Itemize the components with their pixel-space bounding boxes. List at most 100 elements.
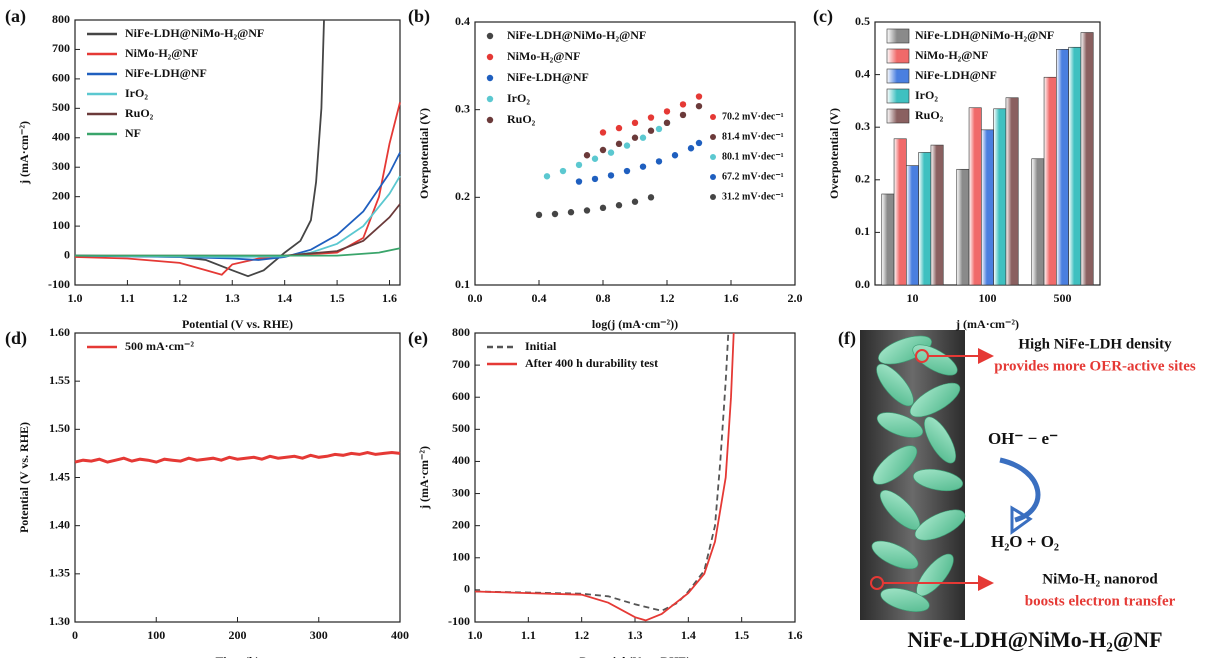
label: boosts electron transfer	[1025, 593, 1176, 609]
y-tick-label: 1.40	[49, 517, 70, 531]
point	[671, 152, 679, 159]
y-axis-title: j (mA·cm⁻²)	[417, 446, 431, 510]
x-tick-label: 2.0	[788, 291, 803, 305]
y-tick-label: 600	[452, 389, 470, 403]
legend-swatch	[886, 68, 910, 84]
point	[647, 114, 655, 121]
y-tick-label: 500	[452, 421, 470, 435]
annotation: 80.1 mV·dec⁻¹	[722, 151, 784, 162]
x-tick-label: 1.0	[468, 628, 483, 642]
legend-label: NiFe-LDH@NF	[125, 66, 207, 80]
annotation-dot	[710, 134, 716, 140]
x-tick-label: 0.0	[468, 291, 483, 305]
annotation-dot	[710, 194, 716, 200]
point	[535, 211, 543, 219]
y-tick-label: 300	[52, 159, 70, 173]
x-tick-label: 400	[391, 628, 409, 642]
plot-frame	[74, 332, 401, 623]
bar	[956, 168, 970, 286]
y-tick-label: 0.1	[455, 277, 470, 291]
legend-label: Initial	[525, 339, 557, 353]
bar	[968, 107, 982, 286]
legend-label: IrO₂	[125, 86, 148, 100]
legend-swatch	[486, 116, 494, 124]
bar	[906, 165, 919, 286]
bar	[918, 152, 932, 286]
y-tick-label: 800	[52, 12, 70, 26]
point	[615, 140, 623, 148]
point	[615, 124, 623, 132]
x-axis-title: Potential (V vs. RHE)	[182, 317, 293, 331]
y-tick-label: 500	[52, 100, 70, 114]
x-tick-label: 300	[310, 628, 328, 642]
x-tick-label: 1.5	[330, 291, 345, 305]
label: NiMo-H₂ nanorod	[1042, 571, 1158, 587]
point	[543, 173, 551, 180]
legend-label: NiFe-LDH@NiMo-H₂@NF	[507, 28, 646, 42]
x-tick-label: 1.3	[628, 628, 643, 642]
point	[599, 129, 607, 136]
series-line	[74, 450, 401, 464]
x-tick-label: 1.1	[120, 291, 135, 305]
x-tick-label: 1.0	[68, 291, 83, 305]
y-tick-label: 0.5	[855, 14, 870, 28]
x-tick-label: 0	[72, 628, 78, 642]
point	[663, 108, 671, 115]
x-axis-title: Time (h)	[215, 654, 259, 658]
y-tick-label: 0.2	[455, 189, 470, 203]
x-tick-label: 200	[229, 628, 247, 642]
point	[695, 93, 703, 100]
series-line	[75, 203, 401, 257]
plot-frame	[474, 332, 796, 623]
point	[687, 145, 695, 152]
y-tick-label: 700	[52, 41, 70, 55]
point	[623, 167, 631, 175]
x-tick-label: 0.4	[532, 291, 547, 305]
reaction-arrowhead	[1010, 505, 1033, 535]
panel-label: (e)	[408, 328, 428, 349]
x-tick-label: 0.8	[596, 291, 611, 305]
legend-swatch	[486, 74, 494, 82]
y-tick-label: 1.35	[49, 566, 70, 580]
panel-label: (d)	[5, 328, 27, 349]
point	[647, 194, 655, 201]
bar	[1080, 32, 1094, 286]
point	[575, 178, 583, 185]
legend-label: NiFe-LDH@NiMo-H₂@NF	[915, 28, 1054, 42]
y-tick-label: 700	[452, 357, 470, 371]
point	[679, 111, 687, 119]
legend-swatch	[886, 88, 910, 104]
x-tick-label: 1.5	[734, 628, 749, 642]
x-tick-label: 1.3	[225, 291, 240, 305]
panel-label: (c)	[813, 6, 833, 27]
y-tick-label: 1.60	[49, 325, 70, 339]
legend-label: NiFe-LDH@NiMo-H₂@NF	[125, 26, 264, 40]
diagram-panel: (f) High NiFe-LDH density provides more …	[838, 328, 1196, 652]
point	[655, 158, 663, 165]
x-tick-label: 500	[1054, 291, 1072, 305]
y-tick-label: 0.3	[455, 101, 470, 115]
bar	[1043, 76, 1057, 286]
y-tick-label: 0	[64, 247, 70, 261]
y-tick-label: 0.4	[855, 66, 870, 80]
x-tick-label: 1.2	[172, 291, 187, 305]
y-tick-label: 200	[52, 188, 70, 202]
point	[647, 127, 655, 134]
y-tick-label: 1.30	[49, 614, 70, 628]
point	[607, 172, 615, 179]
point	[583, 152, 591, 159]
y-tick-label: 100	[52, 218, 70, 232]
x-tick-label: 1.4	[681, 628, 696, 642]
chart-panel: (d) 1.30 1.35 1.40 1.45 1.50 1.55 1.60 0 100 200 30…	[5, 325, 409, 658]
bar	[881, 193, 895, 286]
label: provides more OER-active sites	[994, 358, 1196, 374]
annotation-dot	[710, 114, 716, 120]
point	[591, 175, 599, 183]
point	[591, 155, 599, 162]
x-axis-title: Potential (V vs. RHE)	[579, 654, 690, 658]
legend-label: After 400 h durability test	[525, 356, 658, 370]
legend-swatch	[886, 28, 910, 44]
x-tick-label: 1.1	[521, 628, 536, 642]
point	[623, 142, 631, 149]
